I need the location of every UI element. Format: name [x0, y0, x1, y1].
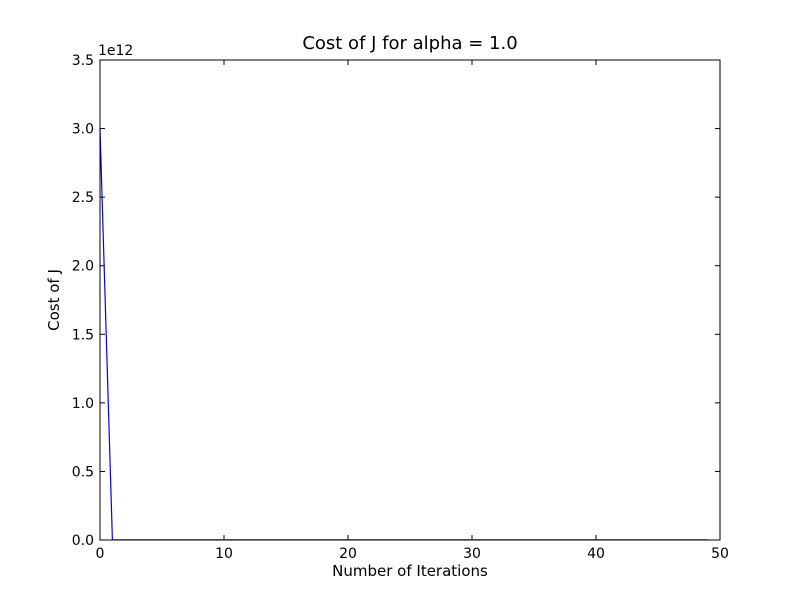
x-tick-label: 0 — [96, 546, 105, 562]
x-axis-label: Number of Iterations — [332, 562, 488, 580]
y-tick-label: 0.5 — [72, 464, 94, 480]
y-tick-label: 2.5 — [72, 190, 94, 206]
x-tick-label: 50 — [711, 546, 729, 562]
x-tick-label: 20 — [339, 546, 357, 562]
plot-area-frame — [99, 59, 721, 541]
y-tick-label: 1.5 — [72, 327, 94, 343]
x-tick-label: 40 — [587, 546, 605, 562]
chart-title: Cost of J for alpha = 1.0 — [302, 33, 517, 54]
y-axis-ticks: 0.0 0.5 1.0 1.5 2.0 2.5 3.0 3.5 — [72, 53, 720, 549]
y-tick-label: 0.0 — [72, 533, 94, 549]
y-axis-offset-label: 1e12 — [98, 43, 133, 59]
y-tick-label: 3.0 — [72, 122, 94, 138]
x-tick-label: 10 — [215, 546, 233, 562]
y-axis-label: Cost of J — [45, 269, 63, 331]
x-axis-ticks: 0 10 20 30 40 50 — [96, 60, 729, 562]
series-line — [99, 128, 708, 541]
plot-series — [99, 128, 708, 541]
y-tick-label: 3.5 — [72, 53, 94, 69]
x-tick-label: 30 — [463, 546, 481, 562]
y-tick-label: 2.0 — [72, 259, 94, 275]
y-tick-label: 1.0 — [72, 396, 94, 412]
